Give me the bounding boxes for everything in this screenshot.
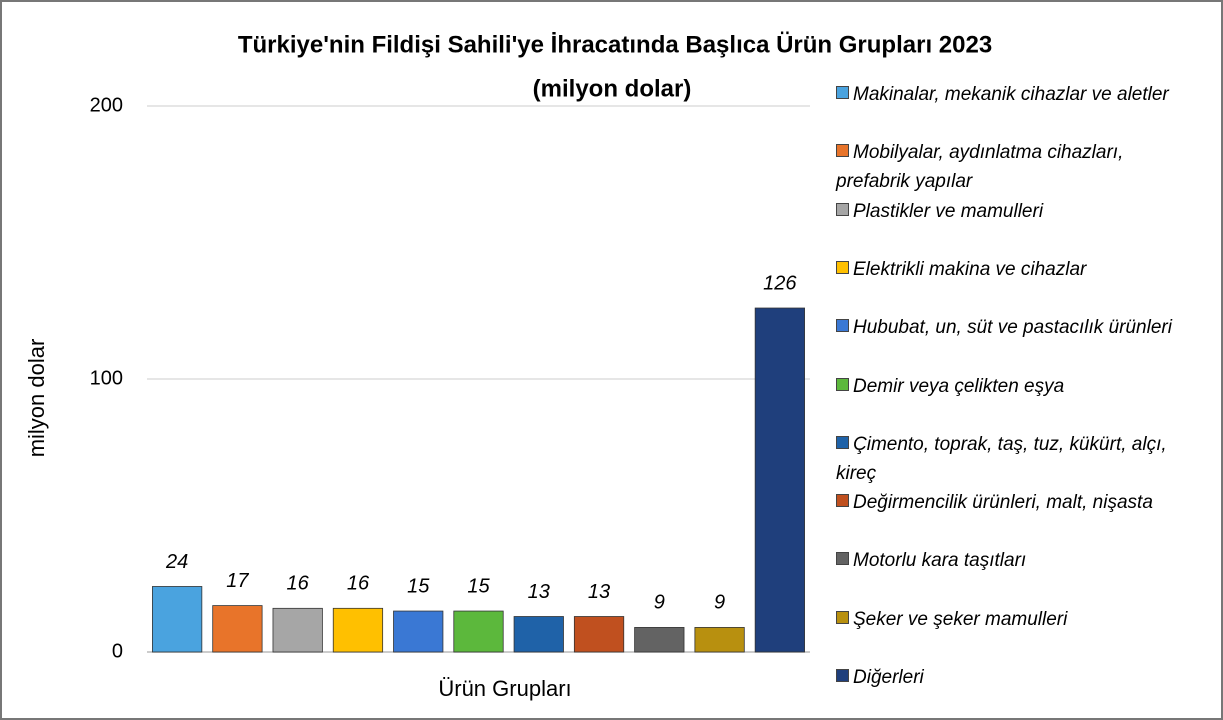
- legend-label: Mobilyalar, aydınlatma cihazları, prefab…: [836, 142, 1124, 193]
- legend-label: Çimento, toprak, taş, tuz, kükürt, alçı,…: [836, 433, 1167, 484]
- bar: [332, 607, 384, 653]
- bar: [573, 616, 625, 653]
- legend-swatch: [836, 319, 849, 333]
- value-label: 126: [763, 272, 797, 294]
- y-axis-label: milyon dolar: [24, 339, 49, 458]
- value-label: 9: [714, 592, 725, 614]
- bar: [272, 607, 323, 653]
- legend-swatch: [836, 435, 849, 449]
- bar: [513, 616, 564, 653]
- legend-label: Diğerleri: [853, 667, 924, 688]
- bar: [212, 605, 263, 653]
- legend-label: Plastikler ve mamulleri: [853, 200, 1044, 222]
- legend-entry: Şeker ve şeker mamulleri: [836, 605, 1196, 634]
- legend-entry: Değirmencilik ürünleri, malt, nişasta: [836, 488, 1196, 517]
- bar: [754, 307, 805, 653]
- value-label: 9: [654, 592, 665, 614]
- value-label: 16: [287, 573, 310, 595]
- bar: [393, 610, 444, 653]
- value-label: 16: [347, 573, 370, 595]
- legend-entry: Elektrikli makina ve cihazlar: [836, 255, 1196, 284]
- legend-label: Demir veya çelikten eşya: [853, 375, 1065, 397]
- chart-subtitle: (milyon dolar): [533, 75, 692, 102]
- value-label: 13: [588, 581, 610, 603]
- legend-entry: Plastikler ve mamulleri: [836, 197, 1196, 226]
- y-tick-label: 100: [90, 367, 123, 389]
- value-label: 13: [528, 581, 550, 603]
- chart-title: Türkiye'nin Fildişi Sahili'ye İhracatınd…: [238, 31, 992, 58]
- y-tick-label: 0: [112, 640, 123, 662]
- legend-swatch: [836, 552, 849, 566]
- legend-swatch: [836, 669, 849, 682]
- bar: [694, 627, 745, 653]
- legend-label: Motorlu kara taşıtları: [853, 550, 1027, 572]
- legend-entry: Çimento, toprak, taş, tuz, kükürt, alçı,…: [836, 430, 1196, 488]
- legend-label: Değirmencilik ürünleri, malt, nişasta: [853, 492, 1153, 514]
- legend-swatch: [836, 144, 849, 158]
- value-label: 17: [226, 570, 249, 592]
- legend-swatch: [836, 377, 849, 391]
- legend-entry: Mobilyalar, aydınlatma cihazları, prefab…: [836, 138, 1196, 196]
- legend-label: Hububat, un, süt ve pastacılık ürünleri: [853, 317, 1172, 339]
- legend-entry: Hububat, un, süt ve pastacılık ürünleri: [836, 313, 1196, 342]
- y-tick-label: 200: [90, 94, 123, 116]
- legend-entry: Diğerleri: [836, 663, 1196, 692]
- value-label: 24: [165, 551, 188, 573]
- legend-entry: Makinalar, mekanik cihazlar ve aletler: [836, 80, 1196, 109]
- legend-entry: Motorlu kara taşıtları: [836, 546, 1196, 575]
- legend-swatch: [836, 260, 849, 274]
- legend-swatch: [836, 610, 849, 624]
- legend-swatch: [836, 86, 849, 99]
- bar: [152, 586, 203, 653]
- legend-label: Makinalar, mekanik cihazlar ve aletler: [853, 84, 1169, 105]
- bar: [634, 627, 685, 653]
- legend-swatch: [836, 494, 849, 508]
- legend-label: Şeker ve şeker mamulleri: [853, 608, 1068, 630]
- legend-entry: Demir veya çelikten eşya: [836, 372, 1196, 401]
- value-label: 15: [467, 575, 490, 597]
- legend-label: Elektrikli makina ve cihazlar: [853, 258, 1087, 280]
- x-axis-label: Ürün Grupları: [438, 676, 571, 701]
- value-label: 15: [407, 575, 430, 597]
- bar: [453, 610, 504, 653]
- legend-swatch: [836, 202, 849, 216]
